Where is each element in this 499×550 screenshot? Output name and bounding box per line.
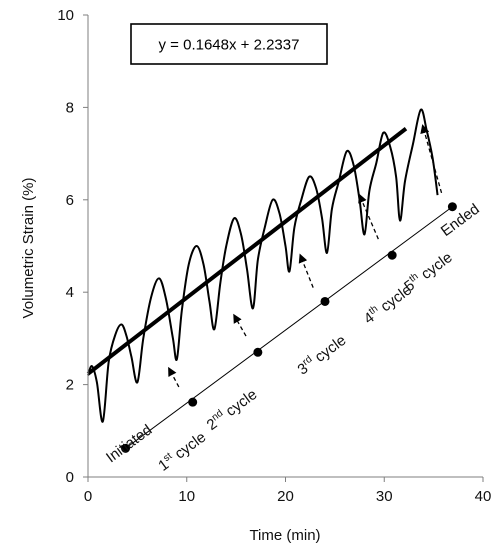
axes-group: 0 10 20 30 40 0 2 4 6 8 10 — [57, 7, 491, 505]
timeline-point — [121, 443, 131, 453]
annotation-label: 2nd cycle — [203, 385, 260, 434]
arrow-group — [168, 124, 443, 388]
timeline-line — [125, 206, 453, 449]
cycle-arrow — [168, 366, 180, 388]
y-tick-label: 4 — [66, 284, 74, 301]
cycle-arrow — [233, 313, 247, 337]
timeline-point — [387, 250, 397, 260]
strain-series-group — [87, 108, 439, 423]
equation-box-frame — [130, 23, 328, 65]
annotation-label: 1st cycle — [155, 428, 210, 475]
cycle-arrow — [298, 253, 314, 288]
y-tick-label: 8 — [66, 99, 74, 116]
timeline-group — [121, 202, 457, 453]
annotation-label: Initiated — [103, 421, 155, 466]
x-tick-label: 30 — [376, 488, 393, 505]
cycle-arrow — [420, 124, 443, 194]
y-tick-label: 6 — [66, 192, 74, 209]
annotation-label: 5th cycle — [401, 248, 456, 295]
y-tick-label: 0 — [66, 469, 74, 486]
timeline-point — [320, 296, 330, 306]
trendline-group — [86, 127, 408, 376]
x-tick-label: 10 — [178, 488, 195, 505]
timeline-point — [253, 347, 263, 357]
trendline — [86, 127, 408, 376]
y-tick-label: 2 — [66, 377, 74, 394]
x-tick-label: 0 — [84, 488, 92, 505]
equation-box: y = 0.1648x + 2.2337 — [130, 23, 328, 65]
timeline-point — [188, 397, 198, 407]
x-tick-label: 20 — [277, 488, 294, 505]
y-tick-label: 10 — [57, 7, 74, 24]
x-axis-title: Time (min) — [249, 527, 320, 544]
cycle-arrow — [358, 193, 379, 240]
trendline-equation: y = 0.1648x + 2.2337 — [159, 37, 300, 54]
annotation-label: 3rd cycle — [294, 331, 349, 379]
annotation-label: Ended — [438, 201, 483, 240]
y-axis-title: Volumetric Strain (%) — [20, 178, 37, 319]
timeline-point — [447, 202, 457, 212]
x-tick-label: 40 — [475, 488, 492, 505]
strain-series-line — [87, 108, 439, 423]
